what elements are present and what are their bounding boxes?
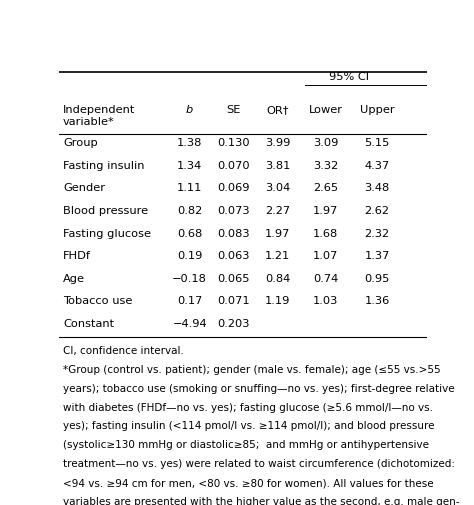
Text: 2.62: 2.62	[365, 206, 390, 216]
Text: 2.65: 2.65	[313, 183, 338, 193]
Text: 0.95: 0.95	[365, 274, 390, 284]
Text: −4.94: −4.94	[173, 319, 207, 329]
Text: 3.48: 3.48	[365, 183, 390, 193]
Text: −0.18: −0.18	[172, 274, 207, 284]
Text: 3.99: 3.99	[265, 138, 291, 148]
Text: 1.37: 1.37	[365, 251, 390, 261]
Text: 1.21: 1.21	[265, 251, 291, 261]
Text: 0.063: 0.063	[218, 251, 250, 261]
Text: 0.130: 0.130	[218, 138, 250, 148]
Text: *Group (control vs. patient); gender (male vs. female); age (≤55 vs.>55: *Group (control vs. patient); gender (ma…	[63, 365, 440, 375]
Text: SE: SE	[227, 106, 241, 115]
Text: (systolic≥130 mmHg or diastolic≥85;  and mmHg or antihypertensive: (systolic≥130 mmHg or diastolic≥85; and …	[63, 440, 429, 450]
Text: 95% CI: 95% CI	[329, 72, 370, 82]
Text: 1.03: 1.03	[313, 296, 338, 306]
Text: 0.083: 0.083	[218, 229, 250, 238]
Text: Tobacco use: Tobacco use	[63, 296, 132, 306]
Text: Blood pressure: Blood pressure	[63, 206, 148, 216]
Text: CI, confidence interval.: CI, confidence interval.	[63, 346, 184, 356]
Text: yes); fasting insulin (<114 pmol/l vs. ≥114 pmol/l); and blood pressure: yes); fasting insulin (<114 pmol/l vs. ≥…	[63, 422, 435, 431]
Text: OR†: OR†	[266, 106, 289, 115]
Text: 1.97: 1.97	[265, 229, 291, 238]
Text: 1.34: 1.34	[177, 161, 202, 171]
Text: 0.17: 0.17	[177, 296, 202, 306]
Text: Lower: Lower	[309, 106, 343, 115]
Text: 0.071: 0.071	[218, 296, 250, 306]
Text: Constant: Constant	[63, 319, 114, 329]
Text: 1.68: 1.68	[313, 229, 338, 238]
Text: b: b	[186, 106, 193, 115]
Text: 0.069: 0.069	[218, 183, 250, 193]
Text: Age: Age	[63, 274, 85, 284]
Text: with diabetes (FHDf—no vs. yes); fasting glucose (≥5.6 mmol/l—no vs.: with diabetes (FHDf—no vs. yes); fasting…	[63, 402, 433, 413]
Text: 0.74: 0.74	[313, 274, 338, 284]
Text: FHDf: FHDf	[63, 251, 91, 261]
Text: 3.04: 3.04	[265, 183, 291, 193]
Text: Fasting glucose: Fasting glucose	[63, 229, 151, 238]
Text: 5.15: 5.15	[365, 138, 390, 148]
Text: 1.36: 1.36	[365, 296, 390, 306]
Text: Group: Group	[63, 138, 98, 148]
Text: 1.38: 1.38	[177, 138, 202, 148]
Text: 0.19: 0.19	[177, 251, 202, 261]
Text: 3.32: 3.32	[313, 161, 338, 171]
Text: 0.070: 0.070	[218, 161, 250, 171]
Text: 1.07: 1.07	[313, 251, 338, 261]
Text: Upper: Upper	[360, 106, 394, 115]
Text: Gender: Gender	[63, 183, 105, 193]
Text: 0.84: 0.84	[265, 274, 291, 284]
Text: 0.203: 0.203	[218, 319, 250, 329]
Text: 0.82: 0.82	[177, 206, 202, 216]
Text: variables are presented with the higher value as the second, e.g. male gen-: variables are presented with the higher …	[63, 497, 459, 505]
Text: 1.19: 1.19	[265, 296, 291, 306]
Text: 4.37: 4.37	[365, 161, 390, 171]
Text: Fasting insulin: Fasting insulin	[63, 161, 145, 171]
Text: 2.32: 2.32	[365, 229, 390, 238]
Text: 3.81: 3.81	[265, 161, 291, 171]
Text: Independent
variable*: Independent variable*	[63, 106, 135, 127]
Text: 0.68: 0.68	[177, 229, 202, 238]
Text: years); tobacco use (smoking or snuffing—no vs. yes); first-degree relative: years); tobacco use (smoking or snuffing…	[63, 384, 455, 394]
Text: 1.97: 1.97	[313, 206, 338, 216]
Text: 2.27: 2.27	[265, 206, 291, 216]
Text: 1.11: 1.11	[177, 183, 202, 193]
Text: treatment—no vs. yes) were related to waist circumference (dichotomized:: treatment—no vs. yes) were related to wa…	[63, 459, 455, 469]
Text: 3.09: 3.09	[313, 138, 338, 148]
Text: <94 vs. ≥94 cm for men, <80 vs. ≥80 for women). All values for these: <94 vs. ≥94 cm for men, <80 vs. ≥80 for …	[63, 478, 434, 488]
Text: 0.073: 0.073	[218, 206, 250, 216]
Text: 0.065: 0.065	[218, 274, 250, 284]
